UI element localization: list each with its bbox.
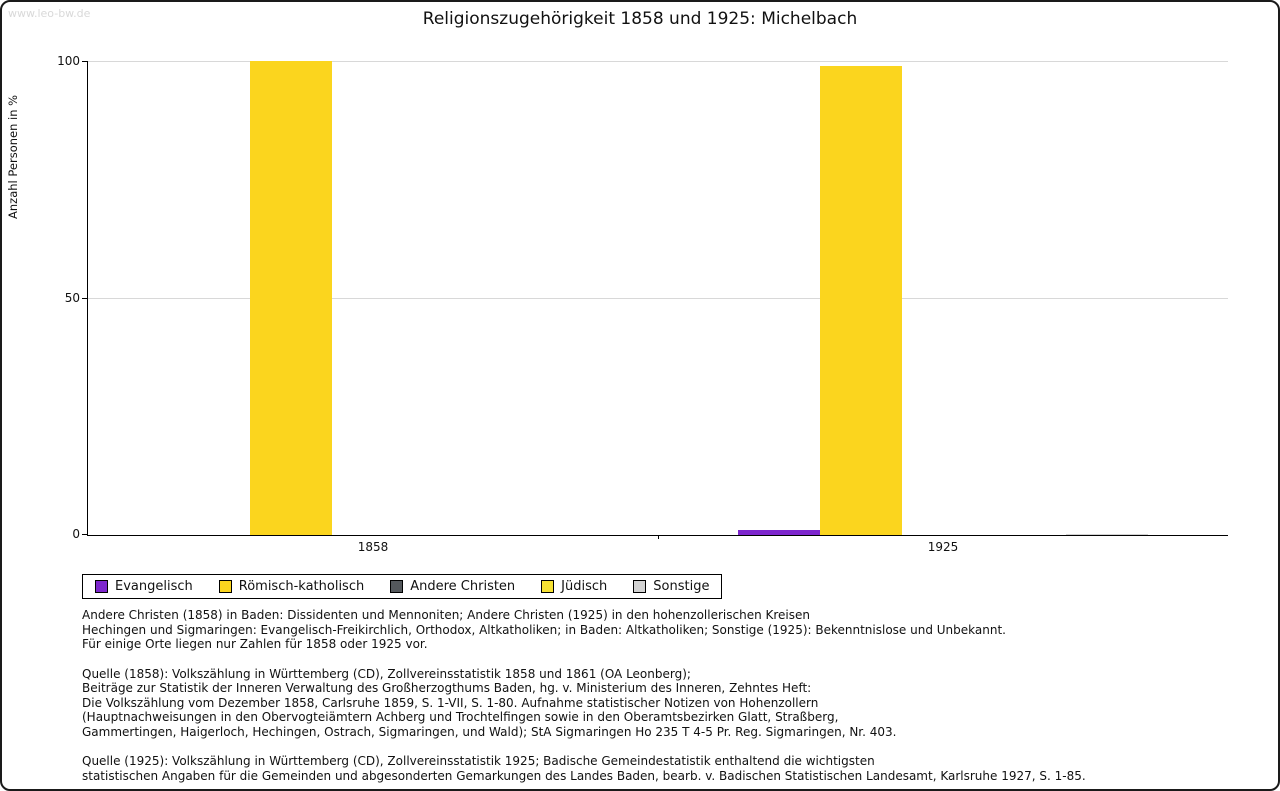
x-axis-divider-tick bbox=[658, 535, 659, 539]
bar bbox=[820, 65, 902, 535]
legend-item: Andere Christen bbox=[390, 579, 515, 594]
legend-label: Evangelisch bbox=[115, 579, 193, 594]
legend-swatch-icon bbox=[541, 580, 555, 593]
legend-label: Andere Christen bbox=[410, 579, 516, 594]
chart-title: Religionszugehörigkeit 1858 und 1925: Mi… bbox=[422, 9, 858, 29]
footnote-paragraph: Andere Christen (1858) in Baden: Disside… bbox=[82, 608, 1006, 651]
y-axis-tick bbox=[82, 298, 88, 299]
legend-item: Jüdisch bbox=[541, 579, 607, 594]
legend-item: Römisch-katholisch bbox=[218, 579, 365, 594]
legend-swatch-icon bbox=[633, 580, 647, 593]
bar bbox=[250, 61, 332, 535]
y-axis-tick-label: 50 bbox=[64, 291, 80, 305]
y-axis-tick bbox=[82, 61, 88, 62]
plot-area: 0 50 100 1858 1925 bbox=[57, 54, 1228, 554]
y-axis-label: Anzahl Personen in % bbox=[6, 94, 20, 219]
legend-label: Römisch-katholisch bbox=[238, 579, 365, 594]
legend-swatch-icon bbox=[218, 580, 232, 593]
gridline bbox=[88, 61, 1228, 62]
chart-legend: Evangelisch Römisch-katholisch Andere Chri… bbox=[82, 574, 723, 599]
legend-label: Sonstige bbox=[653, 579, 710, 594]
footnote-paragraph: Quelle (1925): Volkszählung in Württembe… bbox=[82, 754, 1086, 783]
y-axis-tick-label: 0 bbox=[72, 527, 80, 541]
x-axis-category-label: 1858 bbox=[357, 540, 389, 554]
footnote-paragraph: Quelle (1858): Volkszählung in Württembe… bbox=[82, 666, 897, 739]
legend-swatch-icon bbox=[390, 580, 404, 593]
gridline bbox=[88, 297, 1228, 299]
bar bbox=[738, 530, 820, 535]
legend-swatch-icon bbox=[95, 580, 108, 593]
watermark-leo-bw: www.leo-bw.de bbox=[8, 7, 91, 20]
x-axis-category-label: 1925 bbox=[927, 540, 959, 554]
legend-item: Sonstige bbox=[633, 579, 709, 594]
y-axis-tick bbox=[82, 534, 88, 535]
footnotes: Andere Christen (1858) in Baden: Disside… bbox=[82, 608, 1086, 789]
legend-label: Jüdisch bbox=[561, 579, 608, 594]
bar bbox=[1066, 534, 1148, 535]
y-axis-tick-label: 100 bbox=[57, 54, 80, 68]
legend-item: Evangelisch bbox=[95, 579, 193, 594]
